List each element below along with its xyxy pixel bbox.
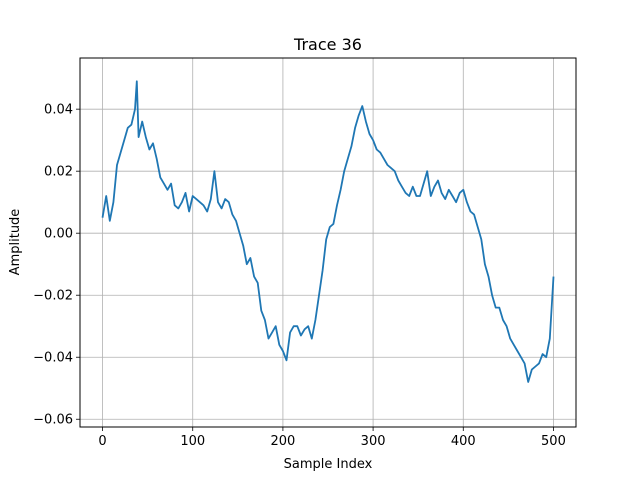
x-axis-label: Sample Index — [284, 457, 373, 472]
chart-title: Trace 36 — [293, 35, 362, 54]
ticks: 0 100 200 300 400 500 −0.06 −0.04 −0.02 0.00 0.02 0… — [33, 103, 566, 449]
x-tick-label: 500 — [541, 434, 566, 449]
x-tick-label: 100 — [180, 434, 205, 449]
y-tick-label: −0.02 — [33, 289, 73, 304]
axes-frame — [79, 57, 577, 428]
y-tick-label: −0.06 — [33, 413, 73, 428]
series-line — [101, 80, 555, 383]
y-tick-label: 0.04 — [44, 103, 73, 118]
grid — [80, 58, 576, 427]
y-axis-label: Amplitude — [8, 209, 23, 276]
y-tick-label: 0.00 — [44, 227, 73, 242]
plot-area — [101, 80, 555, 383]
y-tick-label: −0.04 — [33, 351, 73, 366]
y-tick-label: 0.02 — [44, 165, 73, 180]
x-tick-label: 200 — [270, 434, 295, 449]
x-tick-label: 400 — [451, 434, 476, 449]
x-tick-label: 0 — [98, 434, 106, 449]
x-tick-label: 300 — [361, 434, 386, 449]
